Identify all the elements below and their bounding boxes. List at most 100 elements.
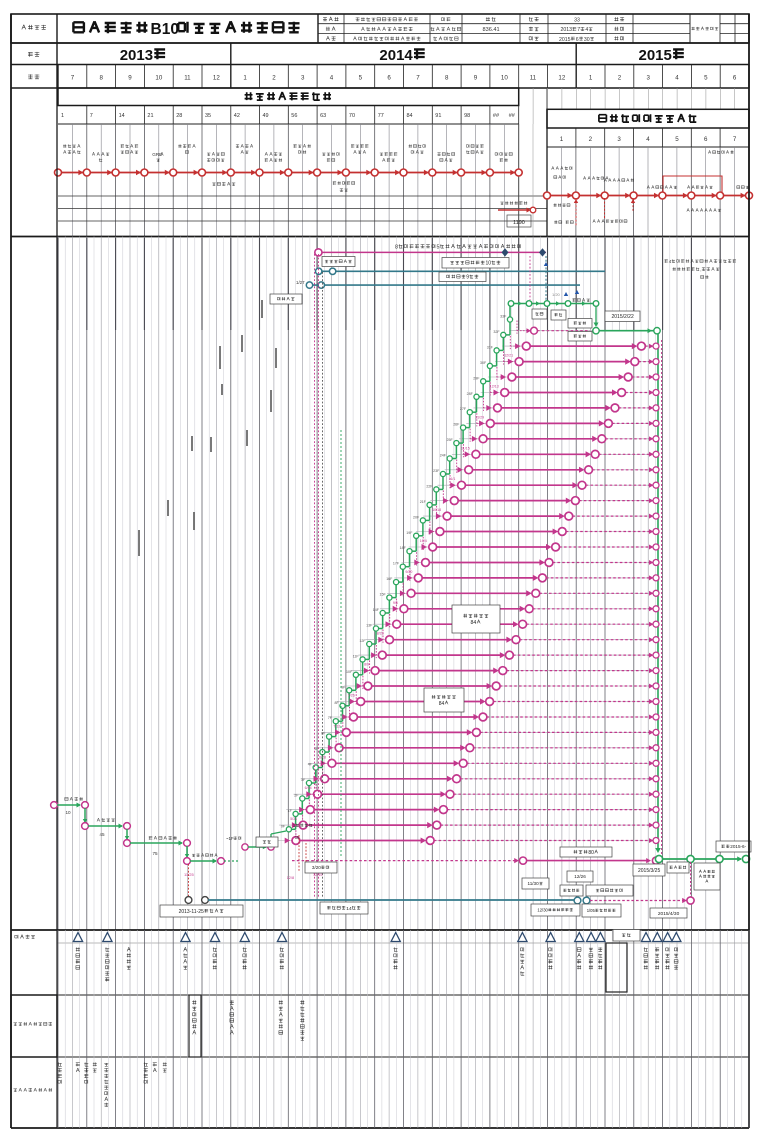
svg-text:11/30: 11/30: [528, 881, 540, 886]
svg-text:98: 98: [464, 113, 470, 119]
svg-text:10/4: 10/4: [420, 539, 427, 543]
svg-text:22F: 22F: [426, 484, 433, 488]
svg-text:30F: 30F: [480, 361, 487, 365]
svg-text:7F: 7F: [328, 716, 333, 720]
svg-text:1190: 1190: [513, 220, 525, 226]
svg-text:12/8: 12/8: [287, 876, 294, 880]
svg-text:6: 6: [733, 75, 737, 82]
svg-text:91: 91: [435, 113, 441, 119]
svg-text:5: 5: [704, 75, 708, 82]
svg-text:8/9: 8/9: [364, 663, 369, 667]
svg-text:836.41: 836.41: [483, 27, 500, 33]
svg-text:26F: 26F: [453, 423, 460, 427]
svg-text:9: 9: [474, 75, 478, 82]
svg-text:20F: 20F: [413, 515, 420, 519]
svg-text:2F: 2F: [294, 794, 299, 798]
svg-text:1/27: 1/27: [296, 280, 305, 285]
svg-text:12/21: 12/21: [504, 354, 513, 358]
svg-text:1F: 1F: [288, 809, 293, 813]
svg-text:1: 1: [589, 75, 593, 82]
svg-text:1: 1: [293, 823, 296, 828]
svg-text:3F: 3F: [301, 778, 306, 782]
svg-text:2015-6-: 2015-6-: [730, 844, 746, 849]
svg-text:2015/2/22: 2015/2/22: [612, 314, 634, 320]
svg-text:4: 4: [669, 259, 672, 264]
svg-text:11F: 11F: [353, 654, 360, 658]
svg-text:2015/4/30: 2015/4/30: [658, 911, 680, 917]
svg-text:8: 8: [100, 75, 104, 82]
svg-text:8/23: 8/23: [377, 632, 384, 636]
svg-text:7: 7: [71, 75, 75, 82]
svg-text:49: 49: [263, 113, 269, 119]
svg-text:11/1: 11/1: [449, 477, 456, 481]
svg-text:28F: 28F: [467, 392, 474, 396]
svg-text:11: 11: [184, 75, 191, 82]
svg-text:29F: 29F: [473, 376, 480, 380]
svg-text:9: 9: [466, 275, 469, 281]
svg-text:2: 2: [589, 136, 593, 143]
svg-text:4: 4: [675, 75, 679, 82]
svg-text:2: 2: [272, 75, 276, 82]
svg-text:16F: 16F: [386, 577, 393, 581]
svg-text:3: 3: [617, 136, 621, 143]
svg-text:23F: 23F: [433, 469, 440, 473]
svg-text:84: 84: [471, 620, 477, 626]
svg-text:12F: 12F: [359, 639, 366, 643]
svg-text:2014: 2014: [379, 47, 413, 64]
svg-text:12/30: 12/30: [537, 908, 548, 913]
svg-text:25F: 25F: [447, 438, 454, 442]
svg-text:21F: 21F: [420, 500, 427, 504]
svg-text:15F: 15F: [380, 593, 387, 597]
svg-text:6/28: 6/28: [319, 755, 326, 759]
svg-text:2015: 2015: [639, 47, 672, 64]
svg-text:11/25: 11/25: [184, 872, 194, 877]
svg-text:5F: 5F: [314, 747, 319, 751]
svg-text:~1F: ~1F: [226, 836, 234, 841]
svg-text:9/20: 9/20: [405, 570, 412, 574]
svg-text:7: 7: [416, 75, 420, 82]
svg-text:1: 1: [560, 136, 564, 143]
svg-text:18F: 18F: [400, 546, 407, 550]
svg-text:8F: 8F: [335, 701, 340, 705]
svg-text:31F: 31F: [487, 345, 494, 349]
svg-text:5: 5: [675, 136, 679, 143]
svg-text:10: 10: [486, 261, 492, 267]
svg-text:84: 84: [407, 113, 413, 119]
svg-text:80: 80: [588, 850, 594, 856]
svg-text:##: ##: [493, 113, 500, 119]
svg-text:1/05: 1/05: [587, 908, 596, 913]
svg-text:9F: 9F: [341, 685, 346, 689]
svg-text:2015: 2015: [559, 37, 571, 43]
svg-text:11/15: 11/15: [461, 446, 470, 450]
svg-text:1: 1: [61, 113, 64, 119]
svg-text:12/15: 12/15: [313, 873, 323, 877]
svg-text:2013: 2013: [120, 47, 153, 64]
svg-text:7: 7: [733, 136, 737, 143]
svg-text:7: 7: [577, 27, 580, 33]
svg-text:6: 6: [387, 75, 391, 82]
svg-text:3/20: 3/20: [312, 865, 321, 870]
svg-text:10/18: 10/18: [432, 508, 441, 512]
svg-text:8: 8: [395, 245, 398, 251]
svg-text:2015/3/25: 2015/3/25: [638, 868, 660, 874]
svg-text:15: 15: [295, 835, 300, 840]
svg-text:33F: 33F: [500, 315, 507, 319]
svg-text:17F: 17F: [393, 562, 400, 566]
svg-text:3: 3: [301, 75, 305, 82]
svg-text:11/29: 11/29: [475, 415, 484, 419]
svg-text:75: 75: [153, 851, 159, 856]
svg-text:1: 1: [243, 75, 247, 82]
svg-text:7/26: 7/26: [348, 694, 355, 698]
svg-text:24F: 24F: [440, 454, 447, 458]
svg-text:6F: 6F: [321, 732, 326, 736]
svg-text:30: 30: [584, 37, 590, 43]
svg-text:GRE: GRE: [152, 152, 162, 157]
svg-text:8: 8: [445, 75, 449, 82]
svg-text:7/12: 7/12: [333, 724, 340, 728]
svg-text:63: 63: [320, 113, 326, 119]
svg-text:11: 11: [530, 75, 537, 82]
svg-text:56: 56: [291, 113, 297, 119]
svg-text:12: 12: [558, 75, 565, 82]
svg-text:10: 10: [501, 75, 508, 82]
svg-text:10F: 10F: [346, 670, 353, 674]
